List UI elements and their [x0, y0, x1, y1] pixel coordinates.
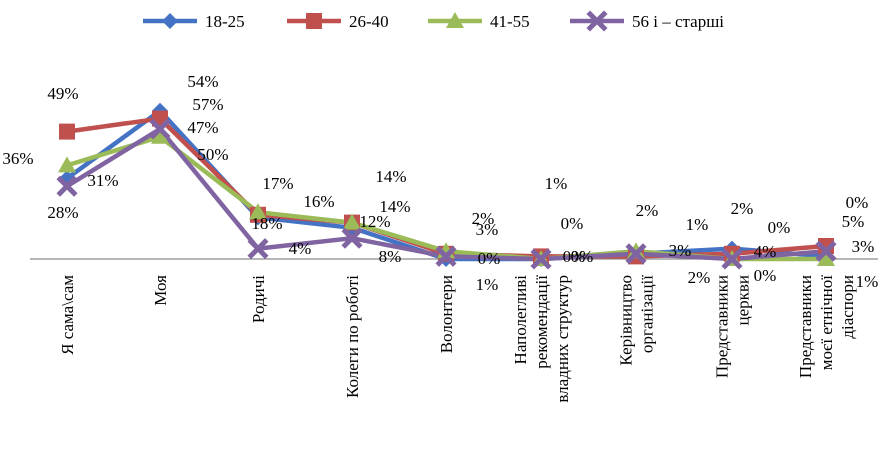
- series-4-point-1: [56, 175, 78, 197]
- data-label-s2-c7: 1%: [686, 215, 709, 234]
- data-label-s3-c9: 0%: [846, 193, 869, 212]
- x-tick-label-3-line-1: Родичі: [249, 275, 268, 323]
- data-label-s1-c4: 12%: [359, 212, 390, 231]
- series-2-point-1: [59, 123, 75, 140]
- x-tick-label-9-line-1: Представники: [796, 275, 815, 378]
- data-label-s4-c5: 1%: [476, 275, 499, 294]
- data-label-s4-c6: 0%: [563, 247, 586, 266]
- x-tick-label-6-line-3: владних структур: [553, 275, 572, 403]
- data-label-s2-c8: 2%: [731, 199, 754, 218]
- data-label-s3-c2: 47%: [187, 118, 218, 137]
- series-line-4: [65, 126, 827, 262]
- series-3-point-9: [817, 250, 835, 266]
- data-label-s1-c5: 0%: [478, 249, 501, 268]
- data-label-s1-c9: 1%: [856, 272, 879, 291]
- x-tick-label-7: Керівництво організації: [617, 275, 657, 366]
- data-label-s2-c9: 5%: [842, 212, 865, 231]
- legend-label-4: 56 і – старші: [632, 12, 724, 31]
- data-label-s3-c7: 3%: [669, 241, 692, 260]
- data-label-s2-c3: 17%: [262, 174, 293, 193]
- legend-item-3: 41-55: [428, 12, 530, 31]
- series-lines: [65, 108, 827, 262]
- x-tick-label-9-line-2: моєї етнічної: [817, 275, 836, 370]
- series-4-point-4: [341, 227, 363, 249]
- legend-marker-4: [586, 10, 608, 32]
- x-tick-labels: Я сама\сам Моя Родичі Колеги по роботі Волон…: [58, 275, 857, 403]
- data-label-s4-c9: 3%: [852, 237, 875, 256]
- series-4-point-8: [721, 248, 743, 270]
- data-label-s2-c5: 2%: [472, 209, 495, 228]
- legend-label-1: 18-25: [205, 12, 245, 31]
- x-tick-label-8: Представники церкви: [713, 275, 753, 378]
- data-label-s2-c2: 54%: [187, 72, 218, 91]
- data-label-s2-c1: 49%: [47, 84, 78, 103]
- series-line-2: [66, 116, 827, 259]
- x-tick-label-5-line-1: Волонтери: [437, 275, 456, 353]
- data-label-s1-c2: 57%: [192, 95, 223, 114]
- x-tick-label-4-line-1: Колеги по роботі: [343, 275, 362, 398]
- legend-label-3: 41-55: [490, 12, 530, 31]
- series-3-point-4: [343, 213, 361, 230]
- data-label-s1-c8: 4%: [754, 242, 777, 261]
- series-3-point-1: [58, 156, 76, 173]
- x-tick-label-3: Родичі: [249, 275, 268, 323]
- data-label-s4-c2: 50%: [197, 145, 228, 164]
- data-label-s1-c7: 2%: [688, 268, 711, 287]
- legend-item-4: 56 і – старші: [570, 10, 724, 32]
- x-tick-label-7-line-1: Керівництво: [617, 275, 636, 366]
- legend: 18-25 26-40 41-55 56 і – старші: [143, 10, 724, 32]
- series-3-point-7: [627, 242, 645, 259]
- data-label-s4-c7: 2%: [636, 201, 659, 220]
- x-tick-label-9-line-3: діаспори: [838, 275, 857, 339]
- x-tick-label-8-line-2: церкви: [734, 275, 753, 326]
- x-tick-label-7-line-2: організації: [638, 275, 657, 353]
- x-tick-label-6-line-1: Наполегливі: [511, 275, 530, 365]
- x-tick-label-9: Представники моєї етнічної діаспори: [796, 275, 857, 378]
- legend-item-1: 18-25: [143, 12, 245, 31]
- data-label-s3-c5: 3%: [476, 220, 499, 239]
- x-tick-label-5: Волонтери: [437, 275, 456, 353]
- legend-marker-1: [162, 13, 178, 29]
- series-4-point-9: [815, 240, 837, 262]
- legend-marker-2: [306, 13, 322, 29]
- series-4-point-5: [435, 245, 457, 267]
- data-label-s3-c6: 0%: [561, 214, 584, 233]
- data-label-s4-c3: 4%: [289, 239, 312, 258]
- x-tick-label-8-line-1: Представники: [713, 275, 732, 378]
- legend-marker-3: [446, 12, 464, 28]
- x-tick-label-4: Колеги по роботі: [343, 275, 362, 398]
- series-4-point-6: [530, 248, 552, 270]
- legend-label-2: 26-40: [349, 12, 389, 31]
- series-4-point-3: [247, 238, 269, 260]
- data-label-s3-c1: 36%: [2, 149, 33, 168]
- data-label-s3-c8: 0%: [768, 218, 791, 237]
- data-label-s2-c4: 14%: [375, 167, 406, 186]
- x-tick-label-2: Моя: [151, 275, 170, 306]
- data-label-s1-c6: 0%: [571, 247, 594, 266]
- data-label-s4-c8: 0%: [754, 266, 777, 285]
- x-tick-label-1-line-1: Я сама\сам: [58, 275, 77, 355]
- series-4-point-2: [149, 118, 171, 140]
- series-3-point-2: [151, 127, 169, 144]
- data-labels: 31%57%16%12%0% 0%2%4%1%49%54%17% 14%2%1%1%…: [2, 72, 878, 294]
- series-markers: [56, 102, 837, 270]
- data-label-s4-c1: 28%: [47, 203, 78, 222]
- x-tick-label-6-line-2: рекомендації: [532, 275, 551, 369]
- data-label-s2-c6: 1%: [545, 174, 568, 193]
- data-label-s3-c3: 18%: [251, 214, 282, 233]
- data-label-s4-c4: 8%: [379, 247, 402, 266]
- x-tick-label-1: Я сама\сам: [58, 275, 77, 355]
- series-3-point-3: [249, 203, 267, 220]
- x-tick-label-2-line-1: Моя: [151, 275, 170, 306]
- series-line-1: [65, 108, 827, 262]
- legend-item-2: 26-40: [287, 12, 389, 31]
- data-label-s1-c1: 31%: [87, 171, 118, 190]
- x-tick-label-6: Наполегливі рекомендації владних структур: [511, 275, 572, 403]
- data-label-s3-c4: 14%: [379, 197, 410, 216]
- series-4-point-7: [625, 243, 647, 265]
- data-label-s1-c3: 16%: [303, 192, 334, 211]
